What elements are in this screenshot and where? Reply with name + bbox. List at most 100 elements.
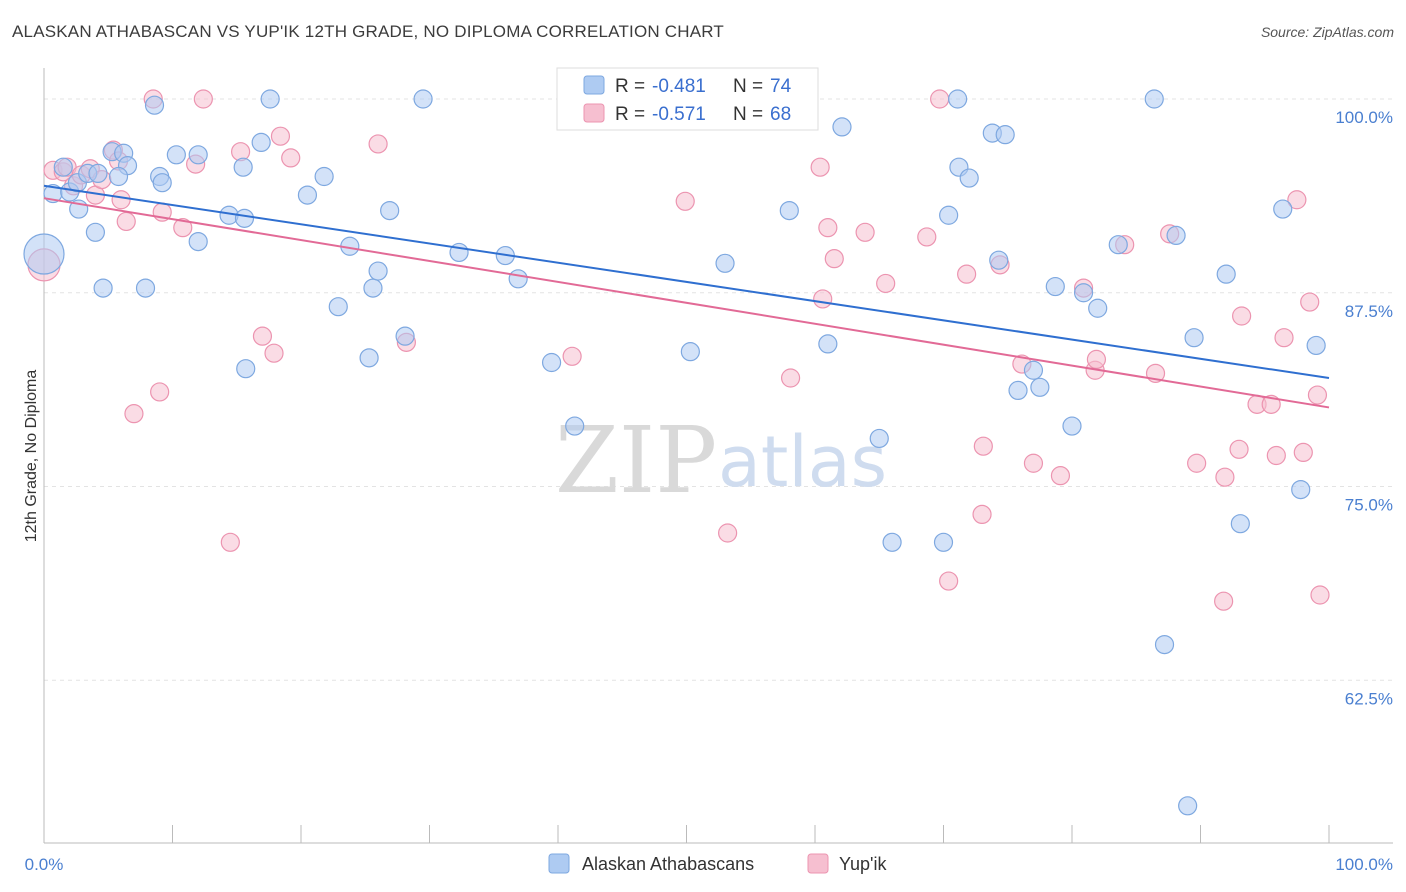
- point-alaskan-athabascans: [869, 428, 889, 449]
- bottom-legend: Alaskan Athabascans Yup'ik: [548, 853, 887, 874]
- point-yupik: [252, 326, 273, 346]
- point-yupik: [1214, 591, 1234, 611]
- y-tick-label: 75.0%: [1345, 496, 1393, 515]
- point-alaskan-athabascans: [188, 145, 208, 165]
- chart-title: ALASKAN ATHABASCAN VS YUP'IK 12TH GRADE,…: [12, 22, 725, 41]
- point-alaskan-athabascans: [1023, 360, 1044, 380]
- point-yupik: [876, 273, 896, 294]
- point-yupik: [1086, 349, 1107, 369]
- point-alaskan-athabascans: [933, 532, 954, 552]
- bottom-legend-swatch-blue: [548, 853, 570, 874]
- bottom-legend-label-alaskan-athabascans: Alaskan Athabascans: [582, 854, 754, 874]
- point-yupik: [111, 190, 131, 210]
- legend-swatch-blue: [583, 75, 605, 95]
- point-alaskan-athabascans: [1291, 480, 1311, 500]
- legend-n-label-1: N =: [733, 76, 763, 97]
- point-alaskan-athabascans: [1073, 283, 1094, 303]
- legend-n-value-1: 74: [770, 76, 792, 97]
- point-yupik: [1307, 385, 1328, 405]
- point-yupik: [368, 134, 388, 154]
- point-alaskan-athabascans: [251, 132, 271, 152]
- point-alaskan-athabascans: [1154, 634, 1175, 655]
- point-yupik: [855, 222, 875, 242]
- legend-n-label-2: N =: [733, 104, 763, 125]
- point-alaskan-athabascans: [680, 342, 700, 362]
- legend-r-value-1: -0.481: [652, 76, 706, 97]
- point-yupik: [718, 523, 738, 543]
- y-tick-label: 100.0%: [1335, 108, 1393, 127]
- point-alaskan-athabascans: [832, 117, 852, 137]
- point-yupik: [116, 211, 136, 232]
- point-yupik: [173, 218, 193, 238]
- point-alaskan-athabascans: [1216, 264, 1236, 284]
- point-yupik: [1274, 328, 1294, 348]
- point-yupik: [972, 504, 992, 525]
- x-tick-label-max: 100.0%: [1335, 855, 1393, 874]
- point-yupik: [220, 532, 240, 552]
- point-yupik: [1266, 445, 1286, 466]
- point-alaskan-athabascans: [959, 168, 979, 188]
- point-alaskan-athabascans: [508, 269, 528, 289]
- y-tick-label: 62.5%: [1345, 689, 1393, 708]
- point-alaskan-athabascans: [1306, 335, 1326, 356]
- point-alaskan-athabascans: [541, 352, 562, 373]
- point-yupik: [1300, 292, 1320, 312]
- point-yupik: [957, 264, 977, 284]
- point-alaskan-athabascans: [395, 326, 415, 346]
- point-alaskan-athabascans: [882, 532, 902, 552]
- point-yupik: [939, 571, 959, 591]
- series-alaskan-athabascans-points: [23, 89, 1326, 816]
- point-alaskan-athabascans: [1166, 225, 1186, 245]
- point-yupik: [813, 289, 833, 309]
- point-yupik: [1261, 394, 1281, 414]
- point-yupik: [150, 382, 170, 402]
- point-alaskan-athabascans: [88, 163, 108, 183]
- point-alaskan-athabascans: [108, 166, 129, 187]
- point-yupik: [675, 191, 695, 211]
- point-yupik: [810, 157, 830, 177]
- point-alaskan-athabascans: [85, 222, 106, 242]
- point-alaskan-athabascans: [144, 95, 165, 115]
- point-alaskan-athabascans: [297, 185, 318, 205]
- point-alaskan-athabascans: [1088, 298, 1108, 318]
- point-alaskan-athabascans: [188, 232, 208, 252]
- point-alaskan-athabascans: [715, 253, 735, 273]
- point-alaskan-athabascans: [1008, 380, 1028, 400]
- point-yupik: [930, 89, 950, 109]
- point-yupik: [1187, 453, 1207, 473]
- legend-r-value-2: -0.571: [652, 104, 706, 125]
- point-alaskan-athabascans: [236, 359, 256, 379]
- point-alaskan-athabascans: [380, 201, 400, 221]
- series-yupik-points: [27, 89, 1330, 611]
- point-alaskan-athabascans: [995, 125, 1015, 145]
- point-yupik: [1215, 467, 1235, 487]
- trend-lines: [43, 184, 1330, 409]
- trendline-alaskan-athabascans: [43, 184, 1330, 379]
- point-alaskan-athabascans: [1045, 276, 1065, 297]
- point-alaskan-athabascans: [1273, 199, 1293, 219]
- point-alaskan-athabascans: [1108, 235, 1128, 255]
- point-yupik: [1232, 306, 1252, 326]
- trendline-yupik: [43, 197, 1330, 409]
- point-alaskan-athabascans: [779, 201, 799, 221]
- point-yupik: [270, 126, 291, 146]
- point-yupik: [562, 346, 582, 366]
- point-yupik: [917, 227, 937, 247]
- point-yupik: [1229, 439, 1249, 459]
- point-alaskan-athabascans: [359, 348, 379, 368]
- point-alaskan-athabascans: [328, 297, 348, 317]
- point-yupik: [818, 218, 838, 238]
- x-tick-labels: 0.0% 100.0%: [25, 825, 1393, 874]
- point-alaskan-athabascans: [53, 157, 73, 177]
- legend-swatch-pink: [583, 103, 605, 123]
- point-alaskan-athabascans: [565, 416, 585, 436]
- point-yupik: [1287, 190, 1307, 210]
- watermark: ZIP atlas: [555, 407, 887, 514]
- point-yupik: [824, 249, 844, 269]
- point-yupik: [780, 368, 801, 388]
- point-alaskan-athabascans: [1062, 416, 1082, 436]
- point-alaskan-athabascans: [234, 208, 255, 228]
- point-alaskan-athabascans: [260, 89, 280, 109]
- point-alaskan-athabascans: [939, 205, 959, 225]
